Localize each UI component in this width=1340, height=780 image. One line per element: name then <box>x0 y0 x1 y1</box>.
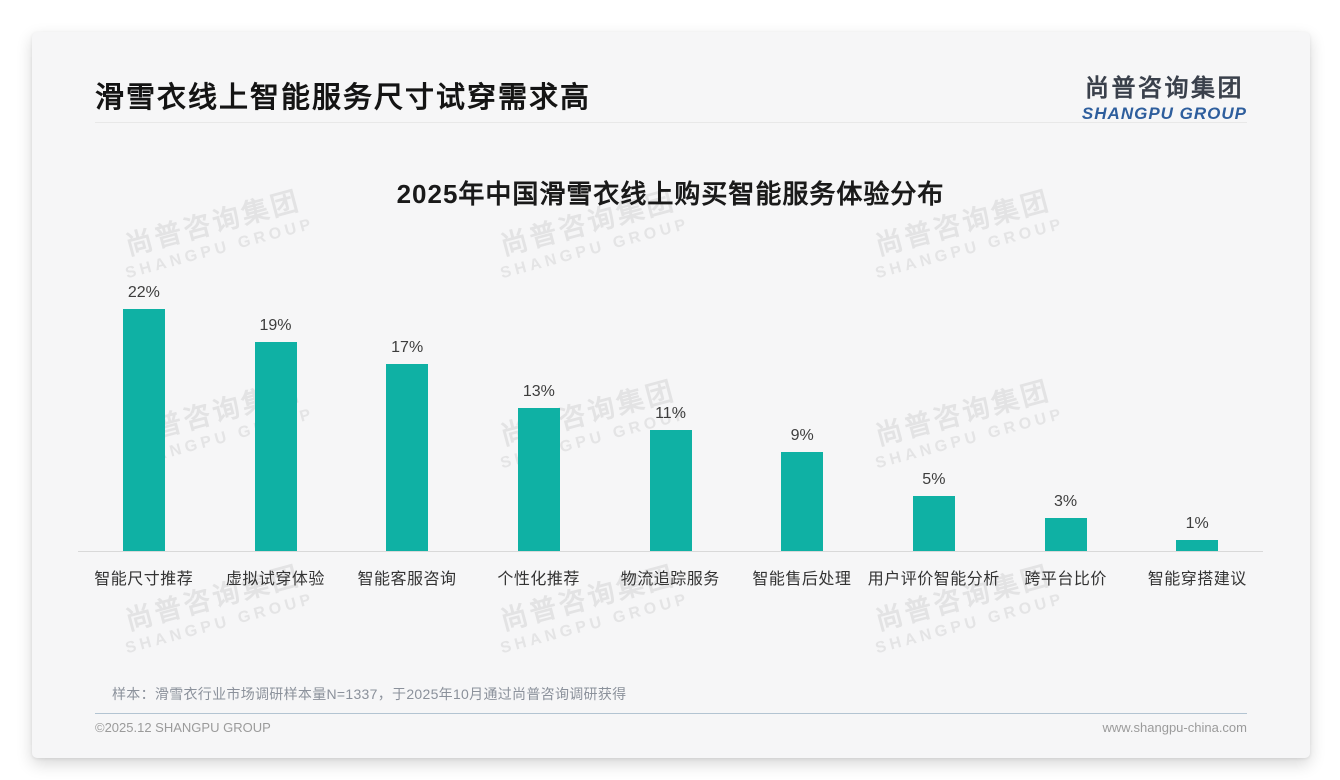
bar <box>781 452 824 551</box>
category-label: 智能客服咨询 <box>357 571 457 588</box>
chart-title: 2025年中国滑雪衣线上购买智能服务体验分布 <box>396 179 945 209</box>
logo-chinese-text: 尚普咨询集团 <box>1084 75 1244 102</box>
bar-value-label: 13% <box>522 383 555 400</box>
bar-value-label: 1% <box>1185 515 1209 532</box>
category-label: 个性化推荐 <box>497 571 580 588</box>
bar-value-label: 5% <box>922 471 946 488</box>
bar-column: 9% <box>736 427 868 551</box>
bar-value-label: 19% <box>259 317 292 334</box>
watermark-english-text: SHANGPU GROUP <box>498 590 692 658</box>
bar-value-label: 22% <box>127 284 160 301</box>
category-label: 用户评价智能分析 <box>867 571 1000 588</box>
bar <box>386 364 429 551</box>
category-label: 物流追踪服务 <box>620 571 720 588</box>
category-label: 虚拟试穿体验 <box>225 571 325 588</box>
header-divider <box>95 122 1247 123</box>
bar-column: 19% <box>210 317 342 551</box>
category-label: 跨平台比价 <box>1024 571 1107 588</box>
bar-column: 22% <box>78 284 210 551</box>
bar-column: 1% <box>1131 515 1263 551</box>
company-logo: 尚普咨询集团 SHANGPU GROUP <box>1082 68 1247 124</box>
copyright-text: ©2025.12 SHANGPU GROUP <box>95 720 271 735</box>
sample-footnote: 样本：滑雪衣行业市场调研样本量N=1337，于2025年10月通过尚普咨询调研获… <box>112 686 627 702</box>
category-axis: 智能尺寸推荐 虚拟试穿体验 智能客服咨询 个性化推荐 物流追踪服务 智能售后处理 用户评价智… <box>78 565 1263 589</box>
bar-column: 3% <box>1000 493 1132 551</box>
bar <box>1176 540 1219 551</box>
bar-column: 17% <box>341 339 473 551</box>
bar-value-label: 9% <box>790 427 814 444</box>
footer-divider <box>95 713 1247 714</box>
bar-column: 5% <box>868 471 1000 551</box>
bar <box>254 342 297 551</box>
logo-english-text: SHANGPU GROUP <box>1081 104 1247 123</box>
bar-value-label: 3% <box>1053 493 1078 510</box>
bar-column: 13% <box>473 383 605 551</box>
bar-chart-plot: 22% 19% 17% 13% 11% 9% 5% 3% 1% <box>78 262 1263 552</box>
category-label: 智能穿搭建议 <box>1147 571 1247 588</box>
bar-column: 11% <box>605 405 737 551</box>
page-title: 滑雪衣线上智能服务尺寸试穿需求高 <box>95 82 592 114</box>
bar <box>1044 518 1087 551</box>
category-label: 智能售后处理 <box>752 571 852 588</box>
bar <box>122 309 165 551</box>
slide-card: 尚普咨询集团 SHANGPU GROUP 尚普咨询集团 SHANGPU GROUP 尚普… <box>32 32 1310 758</box>
bar-value-label: 17% <box>391 339 424 356</box>
bar-value-label: 11% <box>655 405 686 422</box>
watermark-english-text: SHANGPU GROUP <box>873 590 1067 658</box>
bar <box>912 496 955 551</box>
category-label: 智能尺寸推荐 <box>94 571 194 588</box>
website-url: www.shangpu-china.com <box>1102 720 1247 735</box>
watermark-english-text: SHANGPU GROUP <box>123 590 317 658</box>
bar <box>649 430 692 551</box>
bar <box>517 408 560 551</box>
